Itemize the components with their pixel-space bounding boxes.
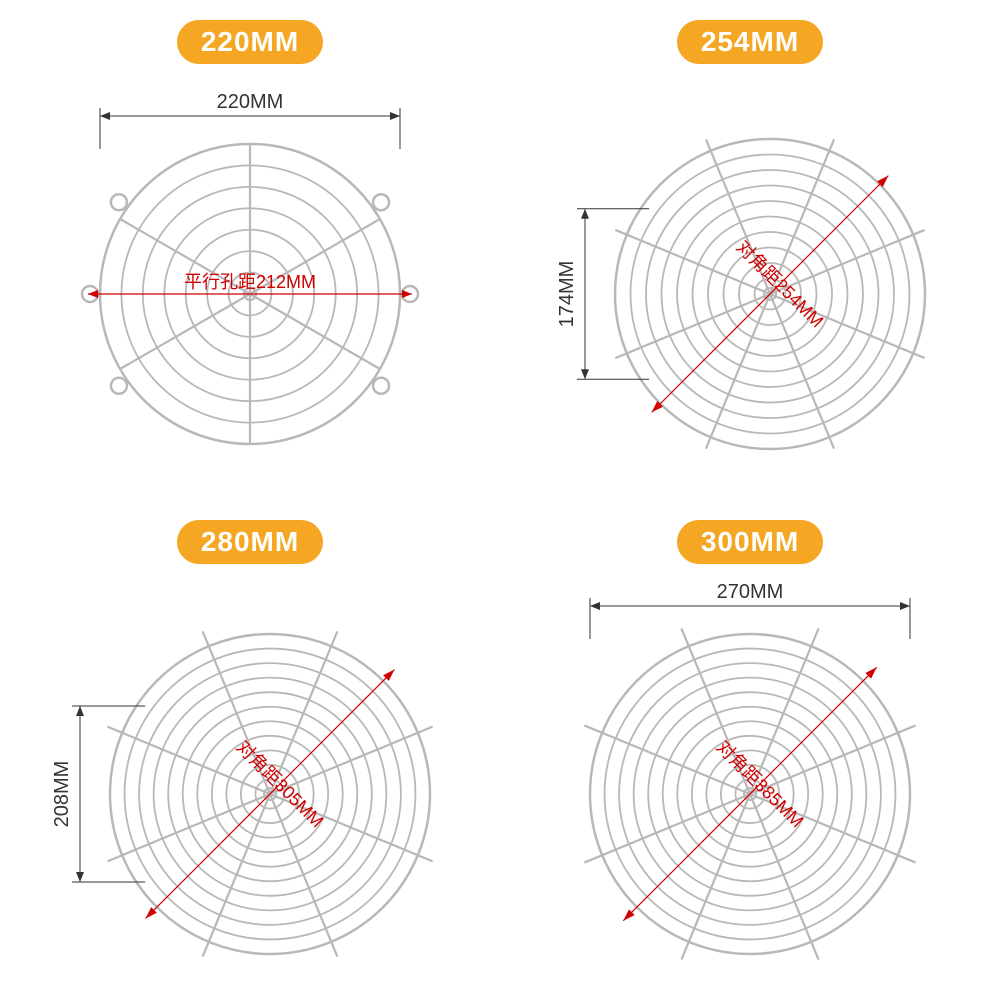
panel-0: 220MM 220MM 平行孔距212MM (0, 0, 500, 500)
size-badge: 280MM (177, 520, 323, 564)
fan-guard-diagram: 220MM 平行孔距212MM (0, 64, 500, 504)
diagram-wrap: 220MM 平行孔距212MM (0, 64, 500, 500)
panel-1: 254MM174MM对角距254MM (500, 0, 1000, 500)
diagram-wrap: 208MM对角距305MM (0, 564, 500, 1000)
side-dimension: 208MM (51, 706, 145, 882)
side-dim-label: 174MM (556, 261, 578, 328)
side-dimension: 174MM (556, 209, 649, 380)
fan-guard-diagram: 208MM对角距305MM (0, 564, 500, 1004)
panel-3: 300MM270MM对角距385MM (500, 500, 1000, 1000)
top-dim-label: 270MM (717, 581, 784, 603)
top-dim-label: 220MM (217, 91, 284, 113)
size-badge: 300MM (677, 520, 823, 564)
horizontal-red-label: 平行孔距212MM (184, 272, 316, 292)
size-badge: 220MM (177, 20, 323, 64)
fan-guard-diagram: 270MM对角距385MM (500, 564, 1000, 1004)
diagram-wrap: 174MM对角距254MM (500, 64, 1000, 500)
panel-2: 280MM208MM对角距305MM (0, 500, 500, 1000)
size-badge: 254MM (677, 20, 823, 64)
top-dimension: 220MM (100, 91, 400, 149)
top-dimension: 270MM (590, 581, 910, 639)
side-dim-label: 208MM (51, 761, 73, 828)
fan-guard-diagram: 174MM对角距254MM (500, 64, 1000, 504)
diagram-wrap: 270MM对角距385MM (500, 564, 1000, 1000)
